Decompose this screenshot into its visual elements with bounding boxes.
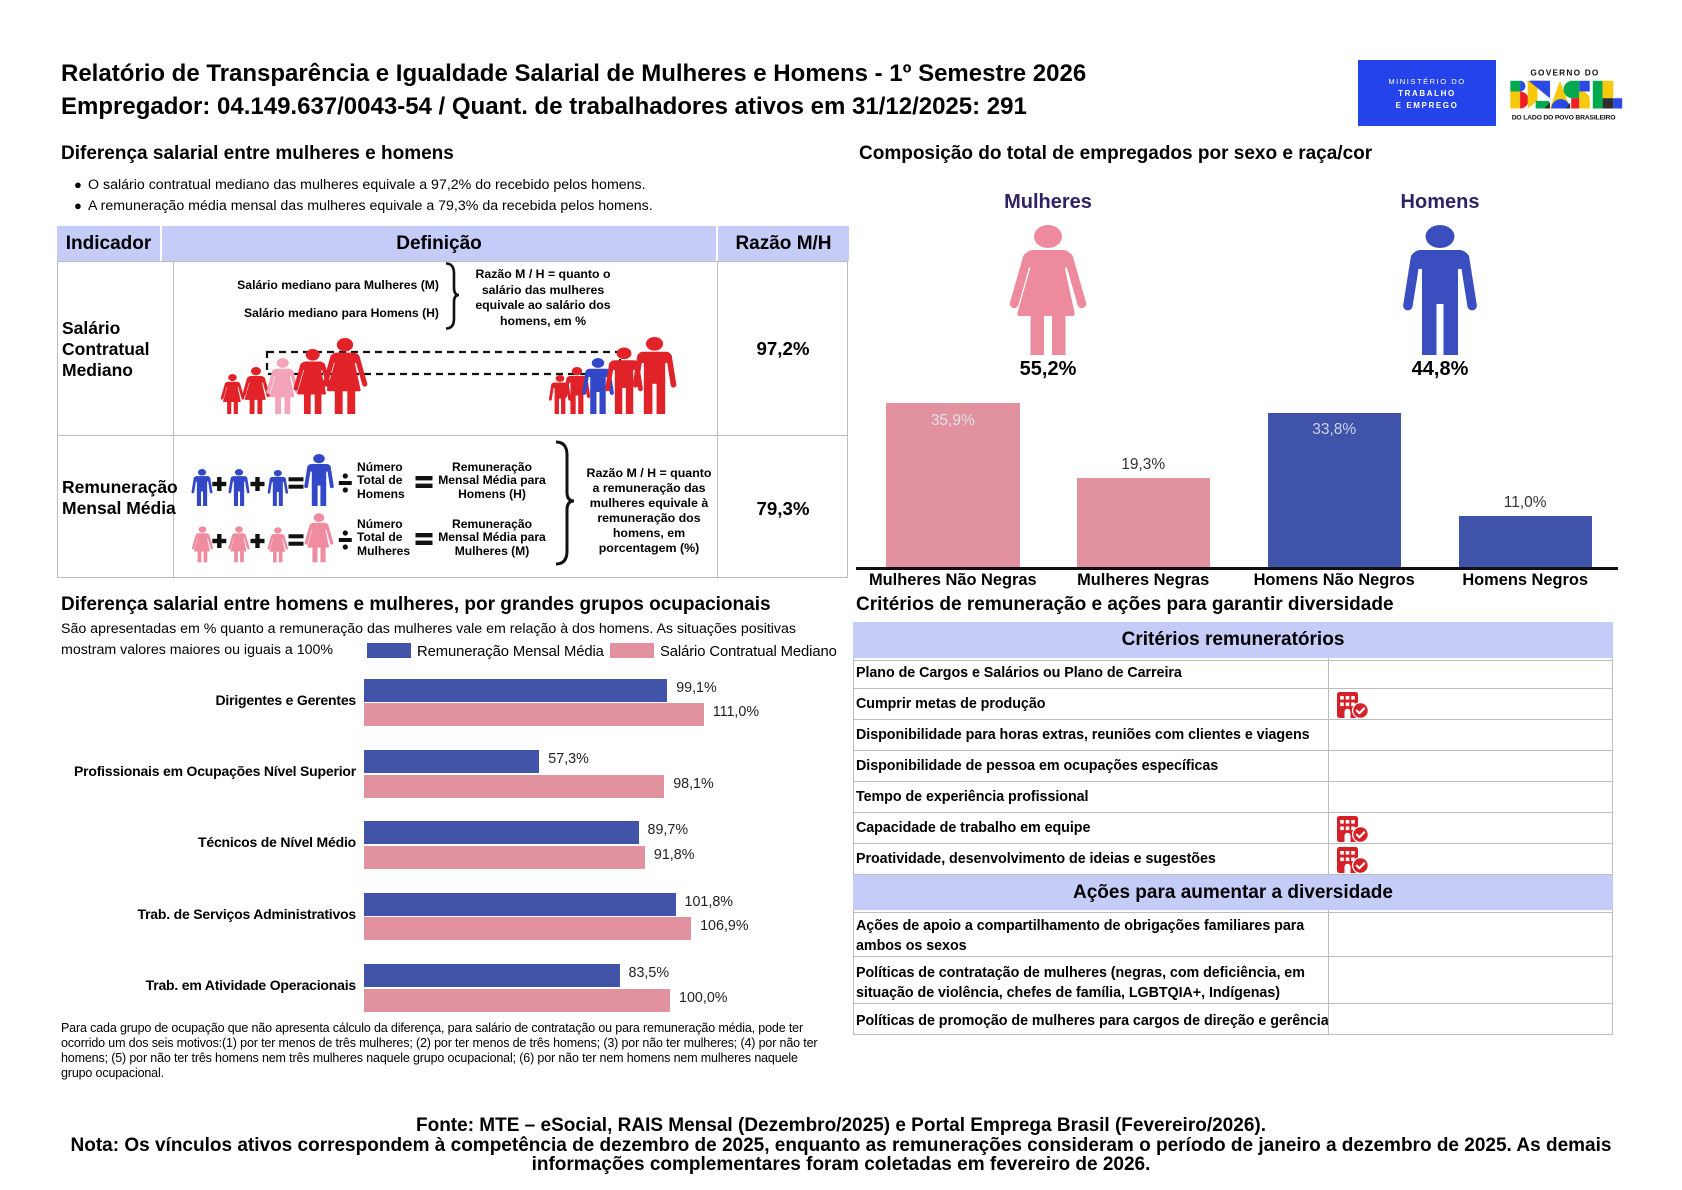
svg-text:DO LADO DO POVO BRASILEIRO: DO LADO DO POVO BRASILEIRO bbox=[1512, 114, 1616, 121]
svg-text:GOVERNO DO: GOVERNO DO bbox=[1530, 68, 1599, 78]
